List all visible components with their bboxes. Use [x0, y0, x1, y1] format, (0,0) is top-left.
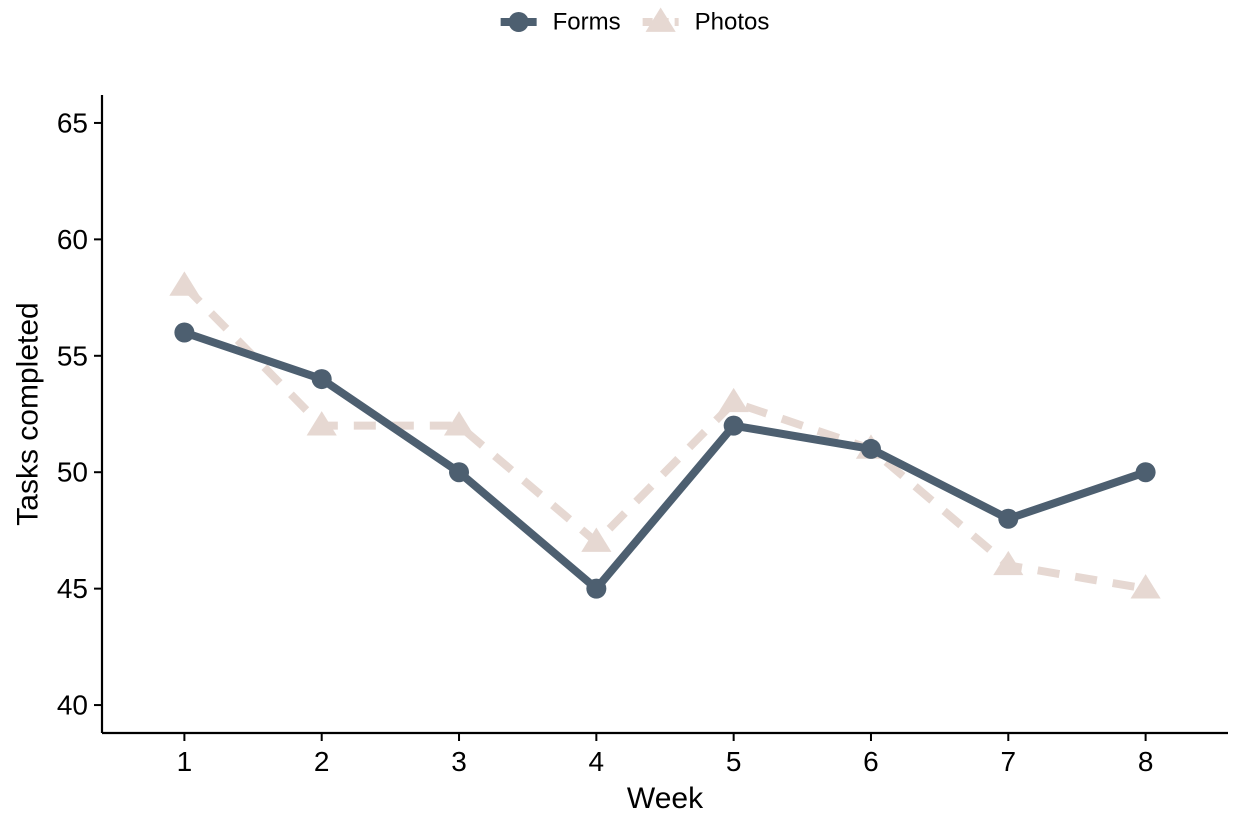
legend-key-marker	[508, 12, 529, 32]
legend-item-photos: Photos	[642, 7, 770, 36]
y-tick-label: 55	[57, 340, 88, 371]
data-point	[993, 550, 1024, 576]
data-point	[174, 322, 195, 343]
data-point	[1135, 462, 1156, 483]
y-tick-label: 65	[57, 107, 88, 138]
y-tick-label: 45	[57, 573, 88, 604]
legend: Forms Photos	[500, 7, 770, 36]
series-photos	[169, 271, 1161, 599]
series-forms	[174, 322, 1156, 599]
data-point	[998, 508, 1019, 529]
y-tick-label: 40	[57, 690, 88, 721]
data-point	[723, 415, 744, 436]
data-point	[581, 527, 612, 552]
data-point	[1130, 574, 1161, 599]
y-axis-title: Tasks completed	[12, 302, 45, 525]
x-tick-label: 6	[863, 746, 879, 777]
series-line-forms	[183, 328, 1147, 593]
y-ticks: 40 45 50 55 60 65	[57, 107, 102, 721]
series-layer	[169, 271, 1161, 599]
y-tick-label: 60	[57, 224, 88, 255]
x-tick-label: 7	[1001, 746, 1017, 777]
legend-label: Photos	[695, 9, 770, 36]
legend-key-marker	[645, 7, 676, 32]
series-line-photos	[181, 283, 1147, 593]
x-tick-label: 1	[177, 746, 193, 777]
x-tick-label: 2	[314, 746, 330, 777]
data-point	[311, 369, 332, 390]
data-point	[443, 411, 475, 436]
data-point	[169, 271, 200, 296]
data-point	[860, 438, 881, 459]
legend-label: Forms	[553, 9, 621, 36]
x-tick-label: 5	[726, 746, 742, 777]
data-point	[449, 462, 470, 483]
x-tick-label: 8	[1138, 746, 1154, 777]
legend-item-forms: Forms	[500, 9, 621, 36]
x-tick-label: 3	[451, 746, 467, 777]
y-tick-label: 50	[57, 457, 88, 488]
x-ticks: 1 2 3 4 5 6 7 8	[177, 733, 1154, 777]
x-tick-label: 4	[589, 746, 605, 777]
data-point	[718, 387, 749, 413]
data-point	[306, 411, 337, 436]
data-point	[586, 578, 607, 599]
x-axis-title: Week	[627, 782, 704, 815]
